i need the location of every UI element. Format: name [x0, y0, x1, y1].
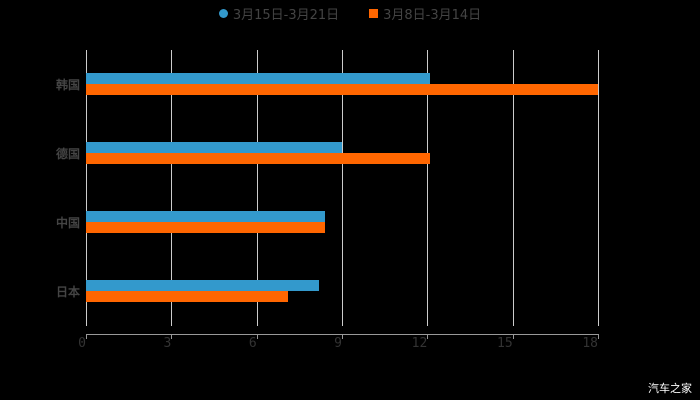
x-tick [86, 334, 87, 339]
bar[interactable] [86, 142, 342, 153]
x-tick-label: 3 [163, 336, 172, 351]
x-tick [171, 334, 173, 339]
category-label: 韩国 [55, 78, 80, 92]
bar[interactable] [86, 291, 288, 302]
legend-item-series2[interactable]: 3月8日-3月14日 [369, 4, 481, 23]
x-tick-label: 12 [411, 336, 428, 351]
bar[interactable] [86, 84, 598, 95]
gridline [598, 50, 599, 326]
gridline [342, 50, 343, 326]
gridline [86, 50, 87, 326]
bar[interactable] [86, 211, 325, 222]
legend-label: 3月15日-3月21日 [232, 8, 340, 23]
x-tick-label: 0 [78, 336, 86, 351]
watermark: 汽车之家 [648, 382, 692, 395]
gridline [171, 50, 173, 326]
gridline [256, 50, 258, 326]
x-tick-label: 9 [334, 336, 342, 351]
plot-area [86, 50, 599, 326]
legend: 3月15日-3月21日 3月8日-3月14日 [0, 4, 700, 23]
category-label: 日本 [55, 285, 80, 299]
bar[interactable] [86, 153, 431, 164]
x-tick-label: 15 [497, 336, 513, 351]
x-tick [598, 334, 599, 339]
category-label: 中国 [55, 216, 80, 230]
x-tick-label: 6 [248, 336, 257, 351]
x-tick [256, 334, 258, 339]
circle-marker-icon [218, 9, 228, 18]
x-tick-label: 18 [582, 336, 598, 351]
bar[interactable] [86, 73, 431, 84]
legend-label: 3月8日-3月14日 [383, 8, 482, 23]
gridline [512, 50, 514, 326]
gridline [427, 50, 429, 326]
square-marker-icon [369, 9, 379, 18]
legend-item-series1[interactable]: 3月15日-3月21日 [218, 4, 340, 23]
category-label: 德国 [55, 147, 80, 161]
x-tick [427, 334, 429, 339]
x-tick [342, 334, 343, 339]
bar[interactable] [86, 222, 325, 233]
bar[interactable] [86, 280, 320, 291]
x-tick [512, 334, 514, 339]
